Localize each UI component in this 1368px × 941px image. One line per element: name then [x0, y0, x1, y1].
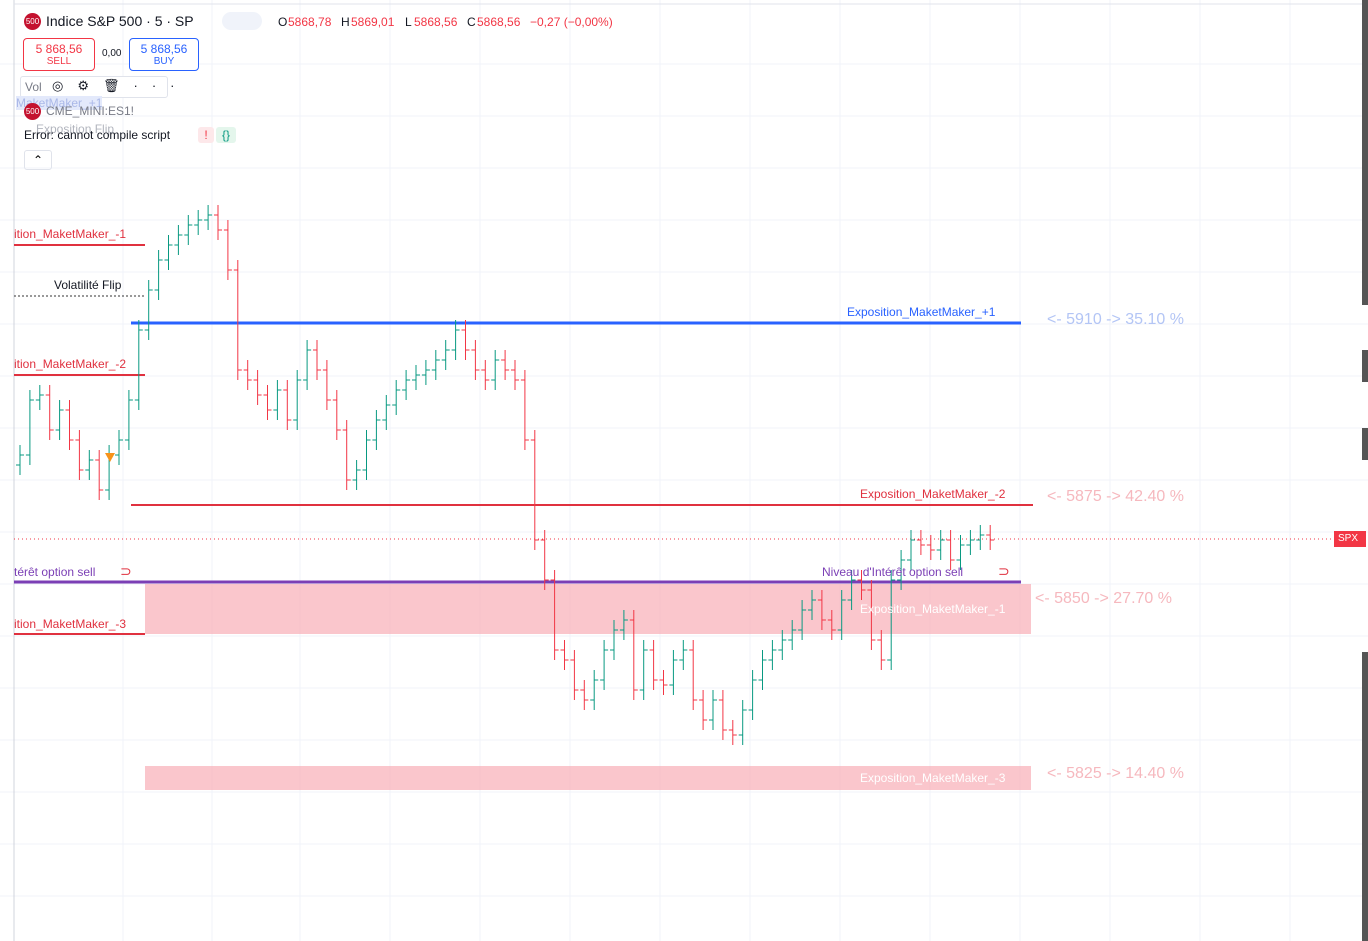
code-icon[interactable]: {}: [216, 127, 236, 143]
magnet-icon: ⊃: [998, 563, 1010, 579]
scroll-marker: [1362, 350, 1368, 382]
sell-label: SELL: [46, 56, 72, 67]
price-tag-bg: [1334, 531, 1366, 547]
secondary-symbol[interactable]: CME_MINI:ES1!: [46, 104, 135, 118]
left-level-label: ition_MaketMaker_-2: [14, 357, 127, 371]
change: −0,27 (−0,00%): [530, 15, 613, 29]
level-note: <- 5850 -> 27.70 %: [1035, 590, 1172, 607]
left-level-label: ition_MaketMaker_-3: [14, 617, 127, 631]
level-label: Niveau d'Intérêt option sell: [822, 565, 964, 579]
error-icon[interactable]: !: [198, 127, 214, 143]
buy-label: BUY: [153, 56, 175, 67]
ohlc-label: O: [278, 15, 288, 29]
buy-price: 5 868,56: [140, 42, 188, 56]
vol-icons[interactable]: ◎⚙🗑···: [52, 78, 189, 93]
level-label: Exposition_MaketMaker_+1: [847, 305, 996, 319]
error-text: Error: cannot compile script: [24, 128, 171, 142]
scroll-marker: [1362, 428, 1368, 460]
logo: 500: [24, 103, 41, 120]
buy-button[interactable]: 5 868,56 BUY: [129, 38, 199, 71]
logo: 500: [24, 13, 41, 30]
level-label: Exposition_MaketMaker_-1: [860, 602, 1006, 616]
zone-minus3: [145, 766, 1031, 790]
ohlc-label: L: [405, 15, 412, 29]
price-tag: SPX: [1338, 533, 1359, 544]
status-pill: [222, 12, 262, 30]
ohlc-value: 5868,56: [477, 15, 521, 29]
symbol[interactable]: Indice S&P 500 · 5 · SP: [46, 13, 194, 29]
ohlc-label: C: [467, 15, 476, 29]
scroll-marker: [1362, 0, 1368, 305]
left-level-label: Volatilité Flip: [54, 278, 122, 292]
sell-button[interactable]: 5 868,56 SELL: [23, 38, 95, 71]
level-note: <- 5825 -> 14.40 %: [1047, 765, 1184, 782]
ohlc-value: 5869,01: [351, 15, 395, 29]
level-note: <- 5910 -> 35.10 %: [1047, 311, 1184, 328]
zone-minus1: [145, 584, 1031, 634]
scroll-marker: [1362, 652, 1368, 941]
left-level-label: ition_MaketMaker_-1: [14, 227, 127, 241]
signal-marker: [105, 453, 115, 462]
ohlc-value: 5868,56: [414, 15, 458, 29]
level-note: <- 5875 -> 42.40 %: [1047, 488, 1184, 505]
left-level-label: térêt option sell: [14, 565, 96, 579]
level-label: Exposition_MaketMaker_-3: [860, 771, 1006, 785]
collapse-button[interactable]: ⌃: [24, 150, 52, 170]
spread: 0,00: [102, 48, 122, 59]
magnet-icon: ⊃: [120, 563, 132, 579]
price-bars: [16, 205, 995, 745]
ghost-flip: Exposition Flip: [36, 122, 115, 136]
ohlc-label: H: [341, 15, 350, 29]
sell-price: 5 868,56: [35, 42, 83, 56]
ohlc-value: 5868,78: [288, 15, 332, 29]
vol-label[interactable]: Vol: [25, 80, 42, 94]
level-label: Exposition_MaketMaker_-2: [860, 487, 1006, 501]
